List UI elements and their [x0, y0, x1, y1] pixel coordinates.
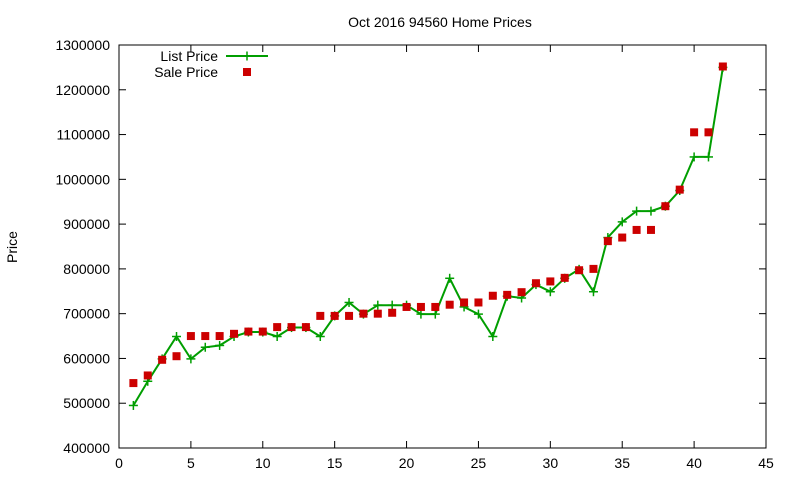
list-price-point — [344, 297, 354, 307]
list-price-point — [186, 354, 196, 364]
sale-price-point — [632, 225, 641, 234]
sale-price-point — [675, 185, 684, 194]
legend-swatch-plus — [242, 51, 252, 61]
x-tick-label: 45 — [758, 455, 774, 471]
sale-price-point — [646, 225, 655, 234]
list-price-point — [473, 309, 483, 319]
y-tick-label: 900000 — [63, 216, 110, 232]
x-tick-label: 10 — [255, 455, 271, 471]
list-price-point — [315, 332, 325, 342]
sale-price-point — [230, 329, 239, 338]
sale-price-point — [517, 288, 526, 297]
plot-area: 400000 500000 600000 700000 800000 900000 1000… — [55, 37, 774, 471]
x-tick-label: 40 — [686, 455, 702, 471]
sale-price-point — [287, 323, 296, 332]
sale-price-point — [143, 371, 152, 380]
list-price-point — [416, 309, 426, 319]
sale-price-point — [359, 309, 368, 318]
x-tick-label: 0 — [115, 455, 123, 471]
list-price-point — [172, 332, 182, 342]
list-price-point — [272, 332, 282, 342]
list-price-point — [128, 400, 138, 410]
list-price-point — [646, 206, 656, 216]
list-price-point — [588, 287, 598, 297]
chart-title: Oct 2016 94560 Home Prices — [348, 14, 532, 30]
x-tick-label: 20 — [399, 455, 415, 471]
sale-price-point — [388, 308, 397, 317]
y-axis-label: Price — [4, 231, 20, 263]
sale-price-point — [273, 323, 282, 332]
sale-price-point — [704, 128, 713, 137]
y-tick-label: 400000 — [63, 440, 110, 456]
legend-label: List Price — [160, 48, 218, 64]
list-price-point — [632, 206, 642, 216]
y-tick-label: 800000 — [63, 261, 110, 277]
list-price-point — [387, 300, 397, 310]
sale-price-point — [172, 352, 181, 361]
sale-price-point — [301, 323, 310, 332]
x-tick-label: 15 — [327, 455, 343, 471]
list-price-point — [703, 152, 713, 162]
sale-price-point — [244, 327, 253, 336]
plot-frame — [118, 44, 767, 449]
y-tick-label: 1100000 — [57, 127, 111, 143]
sale-price-point — [158, 355, 167, 364]
sale-price-point — [589, 264, 598, 273]
y-tick-label: 1200000 — [55, 82, 110, 98]
y-tick-label: 500000 — [63, 395, 110, 411]
sale-price-point — [201, 332, 210, 341]
sale-price-point — [445, 300, 454, 309]
sale-price-point — [345, 311, 354, 320]
list-price-line — [132, 67, 724, 407]
sale-price-point — [618, 233, 627, 242]
y-tick-label: 600000 — [63, 350, 110, 366]
sale-price-point — [575, 266, 584, 275]
legend-swatch-square — [243, 68, 251, 76]
y-tick-label: 1000000 — [55, 171, 110, 187]
sale-price-point — [402, 302, 411, 311]
legend-label: Sale Price — [154, 64, 218, 80]
list-price-point — [445, 273, 455, 283]
y-tick-label: 700000 — [63, 306, 110, 322]
sale-price-point — [215, 332, 224, 341]
sale-price-point — [503, 290, 512, 299]
sale-price-point — [416, 302, 425, 311]
list-price-point — [430, 309, 440, 319]
list-price-point — [200, 342, 210, 352]
sale-price-point — [460, 298, 469, 307]
sale-price-point — [316, 311, 325, 320]
x-tick-label: 35 — [614, 455, 630, 471]
sale-price-point — [603, 237, 612, 246]
sale-price-point — [560, 273, 569, 282]
y-tick-label: 1300000 — [55, 37, 110, 53]
sale-price-point — [690, 128, 699, 137]
list-price-point — [545, 287, 555, 297]
sale-price-point — [474, 298, 483, 307]
sale-price-point — [186, 332, 195, 341]
list-price-point — [689, 152, 699, 162]
sale-price-point — [330, 311, 339, 320]
x-tick-label: 25 — [471, 455, 487, 471]
x-tick-label: 30 — [543, 455, 559, 471]
sale-price-point — [431, 302, 440, 311]
sale-price-point — [488, 291, 497, 300]
sale-price-point — [258, 327, 267, 336]
sale-price-point — [531, 279, 540, 288]
sale-price-point — [373, 309, 382, 318]
list-price-point — [215, 340, 225, 350]
x-tick-label: 5 — [187, 455, 195, 471]
sale-price-point — [129, 379, 138, 388]
list-price-point — [488, 332, 498, 342]
list-price-point — [617, 217, 627, 227]
sale-price-point — [718, 62, 727, 71]
sale-price-point — [661, 202, 670, 211]
list-price-point — [373, 300, 383, 310]
sale-price-point — [546, 277, 555, 286]
